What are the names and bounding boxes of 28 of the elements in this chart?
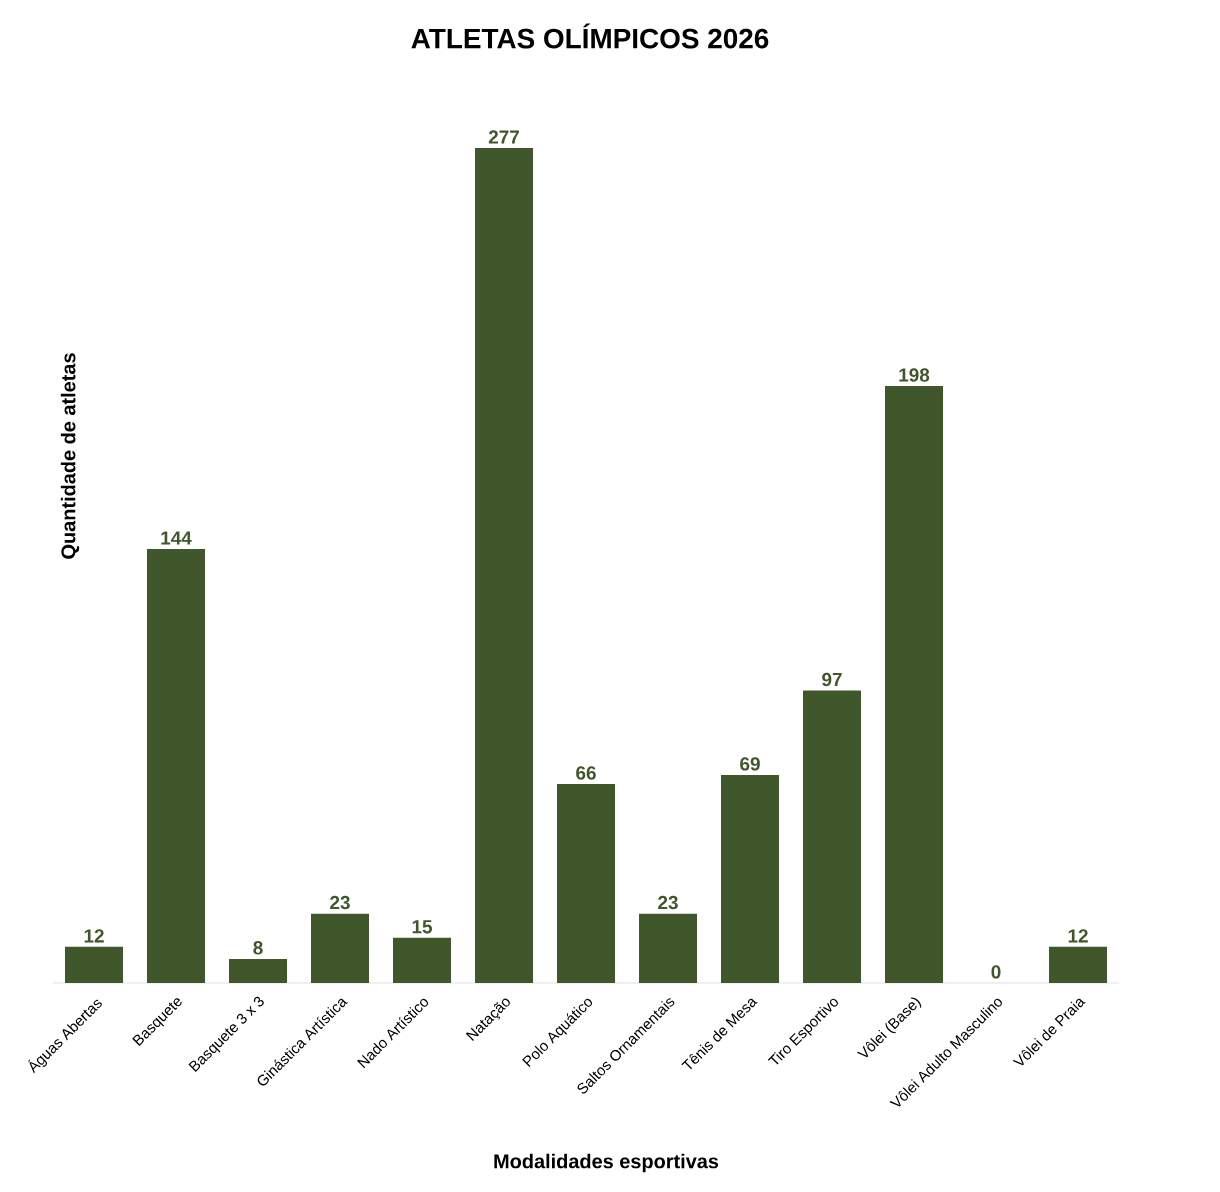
- data-label: 23: [658, 895, 678, 910]
- bar: [475, 147, 534, 983]
- bar: [393, 937, 452, 983]
- x-axis-title: Modalidades esportivas: [494, 1153, 719, 1173]
- bar: [803, 690, 862, 983]
- data-label: 69: [740, 757, 760, 771]
- bar: [1049, 946, 1108, 983]
- chart-title: ATLETAS OLÍMPICOS 2026: [411, 23, 769, 49]
- data-label: 0: [991, 965, 1001, 979]
- bar: [639, 913, 698, 983]
- bar: [721, 774, 780, 983]
- data-label: 8: [253, 941, 263, 955]
- data-label: 12: [1068, 929, 1088, 943]
- data-label: 277: [488, 130, 519, 144]
- data-label: 12: [84, 929, 104, 943]
- bar: [311, 913, 369, 983]
- bar: [885, 386, 944, 983]
- data-label: 198: [899, 368, 930, 382]
- data-label: 15: [412, 920, 432, 934]
- data-label: 23: [330, 895, 350, 910]
- data-label: 144: [161, 531, 192, 545]
- bar: [557, 784, 616, 983]
- data-label: 66: [576, 766, 596, 780]
- bar: [65, 946, 123, 983]
- y-axis-title: Quantidade de atletas: [60, 353, 80, 559]
- bar: [229, 958, 287, 983]
- bar: [147, 548, 205, 983]
- data-label: 97: [822, 672, 842, 687]
